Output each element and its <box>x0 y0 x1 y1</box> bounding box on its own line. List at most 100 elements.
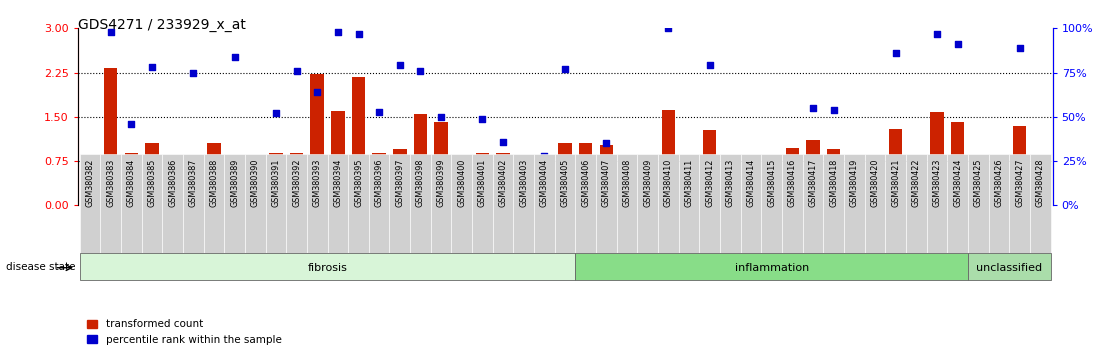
Text: GSM380412: GSM380412 <box>705 159 715 207</box>
Point <box>639 199 657 205</box>
Text: GSM380419: GSM380419 <box>850 159 859 207</box>
Text: GSM380425: GSM380425 <box>974 159 983 207</box>
Bar <box>248 165 261 205</box>
FancyBboxPatch shape <box>451 154 472 253</box>
Point <box>929 31 946 36</box>
FancyBboxPatch shape <box>637 154 658 253</box>
Text: GDS4271 / 233929_x_at: GDS4271 / 233929_x_at <box>78 18 246 32</box>
Text: disease state: disease state <box>6 262 75 272</box>
Point <box>122 121 140 127</box>
FancyBboxPatch shape <box>369 154 390 253</box>
Point <box>659 25 677 31</box>
Bar <box>496 153 510 205</box>
Text: GSM380392: GSM380392 <box>293 159 301 207</box>
Point <box>721 188 739 194</box>
FancyBboxPatch shape <box>802 154 823 253</box>
Point <box>246 194 264 199</box>
Text: GSM380389: GSM380389 <box>230 159 239 207</box>
Text: inflammation: inflammation <box>735 263 809 273</box>
Bar <box>702 130 717 205</box>
Bar <box>765 175 778 205</box>
FancyBboxPatch shape <box>740 154 761 253</box>
Point <box>288 68 306 74</box>
Text: GSM380407: GSM380407 <box>602 159 611 207</box>
Bar <box>290 153 304 205</box>
Text: GSM380398: GSM380398 <box>416 159 425 207</box>
FancyBboxPatch shape <box>968 253 1050 280</box>
Point <box>804 105 822 111</box>
Text: GSM380420: GSM380420 <box>871 159 880 207</box>
FancyBboxPatch shape <box>575 154 596 253</box>
Point <box>535 153 553 159</box>
Text: GSM380391: GSM380391 <box>271 159 280 207</box>
Bar <box>207 143 220 205</box>
Point <box>907 187 925 192</box>
Point <box>494 139 512 144</box>
Point <box>1032 158 1049 164</box>
FancyBboxPatch shape <box>988 154 1009 253</box>
Point <box>742 183 760 189</box>
FancyBboxPatch shape <box>699 154 720 253</box>
Point <box>81 195 99 201</box>
Point <box>453 195 471 201</box>
Text: GSM380394: GSM380394 <box>334 159 342 207</box>
FancyBboxPatch shape <box>390 154 410 253</box>
FancyBboxPatch shape <box>679 154 699 253</box>
Bar <box>186 165 199 205</box>
FancyBboxPatch shape <box>823 154 844 253</box>
Point <box>556 66 574 72</box>
FancyBboxPatch shape <box>410 154 431 253</box>
Text: GSM380427: GSM380427 <box>1015 159 1024 207</box>
FancyBboxPatch shape <box>493 154 513 253</box>
Bar <box>310 74 324 205</box>
FancyBboxPatch shape <box>947 154 968 253</box>
FancyBboxPatch shape <box>844 154 864 253</box>
Point <box>329 29 347 35</box>
Point <box>267 110 285 116</box>
Bar <box>434 121 448 205</box>
Text: GSM380383: GSM380383 <box>106 159 115 207</box>
Bar <box>661 110 675 205</box>
FancyBboxPatch shape <box>926 154 947 253</box>
Point <box>102 29 120 35</box>
Point <box>762 190 780 196</box>
FancyBboxPatch shape <box>885 154 906 253</box>
FancyBboxPatch shape <box>286 154 307 253</box>
Bar <box>393 149 407 205</box>
Bar <box>745 163 758 205</box>
Point <box>783 171 801 176</box>
Bar <box>724 157 737 205</box>
Bar <box>972 175 985 205</box>
Bar <box>642 169 655 205</box>
Point <box>164 190 182 196</box>
Bar <box>910 163 923 205</box>
Bar <box>104 68 117 205</box>
Text: GSM380424: GSM380424 <box>953 159 962 207</box>
Point <box>991 188 1008 194</box>
Bar <box>228 161 242 205</box>
Text: GSM380384: GSM380384 <box>126 159 136 207</box>
Point <box>824 107 842 113</box>
Text: GSM380422: GSM380422 <box>912 159 921 207</box>
Point <box>1010 45 1028 51</box>
Text: GSM380405: GSM380405 <box>561 159 570 207</box>
Point <box>515 160 533 166</box>
Bar <box>599 145 613 205</box>
Text: GSM380414: GSM380414 <box>747 159 756 207</box>
Text: GSM380415: GSM380415 <box>767 159 777 207</box>
Bar <box>517 161 531 205</box>
FancyBboxPatch shape <box>575 253 968 280</box>
Text: unclassified: unclassified <box>976 263 1043 273</box>
Point <box>473 116 491 121</box>
FancyBboxPatch shape <box>307 154 328 253</box>
Bar <box>1034 163 1047 205</box>
Text: GSM380426: GSM380426 <box>994 159 1004 207</box>
Point <box>597 141 615 146</box>
Point <box>432 114 450 120</box>
Bar <box>848 165 861 205</box>
Point <box>370 109 388 114</box>
Point <box>970 199 987 205</box>
Bar <box>869 165 882 205</box>
Point <box>308 89 326 95</box>
Text: GSM380396: GSM380396 <box>375 159 383 207</box>
